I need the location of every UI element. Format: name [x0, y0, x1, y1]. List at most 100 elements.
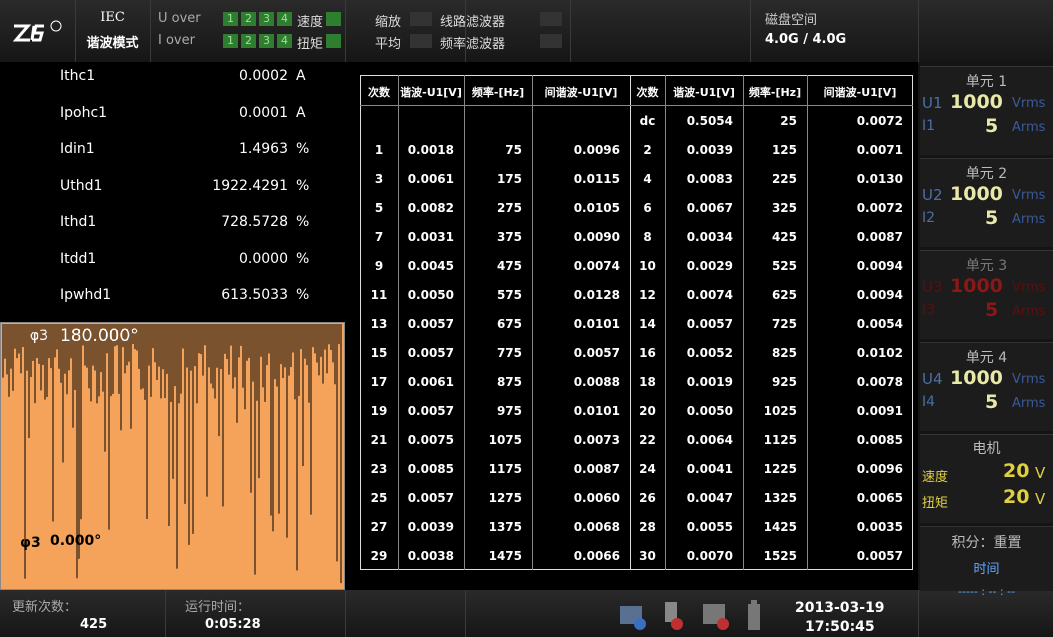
table-cell: 175 — [496, 172, 522, 186]
table-cell: 0.0087 — [856, 230, 903, 244]
table-header: 频率-[Hz] — [471, 86, 525, 99]
measurement-name: Itdd1 — [60, 250, 97, 267]
measurement-value: 728.5728 — [221, 214, 288, 230]
table-cell: 0.0082 — [407, 201, 454, 215]
table-cell: 0.0094 — [856, 259, 903, 273]
table-cell: 0.0041 — [686, 462, 733, 476]
table-cell: 0.0034 — [686, 230, 733, 244]
table-cell: 475 — [496, 259, 522, 273]
table-cell: 21 — [370, 433, 388, 447]
i-label: I2 — [922, 210, 936, 226]
i-label: I1 — [922, 118, 936, 134]
speed-indicator — [326, 12, 341, 26]
table-cell: 0.0061 — [407, 375, 454, 389]
u-unit: Vrms — [1012, 280, 1046, 295]
table-cell: 13 — [370, 317, 388, 331]
table-cell: 0.0073 — [573, 433, 620, 447]
table-cell: 0.0057 — [407, 346, 454, 360]
table-cell: 0.0078 — [856, 375, 903, 389]
table-cell: 22 — [639, 433, 656, 447]
table-cell: 0.0045 — [407, 259, 454, 273]
table-cell: 5 — [374, 201, 384, 215]
unit-title: 单元 4 — [965, 350, 1008, 366]
table-cell: 1525 — [763, 549, 797, 563]
table-cell: 25 — [370, 491, 388, 505]
table-cell: 0.0115 — [573, 172, 620, 186]
measurement-unit: % — [296, 177, 310, 194]
table-cell: 0.0019 — [686, 375, 733, 389]
logo — [12, 20, 62, 42]
table-cell: 0.0071 — [856, 143, 903, 157]
table-cell: 0.0031 — [407, 230, 454, 244]
u-unit: Vrms — [1012, 188, 1046, 203]
table-cell: 6 — [643, 201, 652, 215]
table-cell: 0.0096 — [573, 143, 620, 157]
table-cell: 25 — [780, 114, 797, 128]
u-unit: Vrms — [1012, 372, 1046, 387]
measurement-value: 613.5033 — [221, 287, 288, 303]
phase-value: 0.000° — [50, 533, 102, 549]
table-cell: dc — [639, 114, 656, 128]
table-cell: 24 — [639, 462, 656, 476]
separator — [465, 0, 466, 62]
speed-unit: V — [1035, 464, 1046, 482]
table-cell: 0.0018 — [407, 143, 454, 157]
table-cell: 0.0085 — [407, 462, 454, 476]
table-cell: 875 — [496, 375, 522, 389]
i-value: 5 — [985, 299, 999, 321]
table-cell: 1475 — [488, 549, 522, 563]
u-over-indicator: 3 — [259, 12, 274, 26]
measurement-unit: % — [296, 214, 310, 230]
table-cell: 0.0039 — [407, 520, 454, 534]
table-header: 谐波-U1[V] — [400, 86, 462, 99]
separator — [345, 0, 346, 62]
measurement-value: 0.0000 — [239, 250, 288, 267]
zoom-indicator — [410, 12, 432, 26]
table-cell: 0.0060 — [573, 491, 620, 505]
disk-label: 磁盘空间 — [765, 13, 818, 28]
table-cell: 0.0101 — [573, 317, 620, 331]
table-cell: 0.0072 — [856, 114, 903, 128]
separator — [570, 0, 571, 62]
i-unit: Arms — [1012, 304, 1046, 319]
table-cell: 0.0075 — [407, 433, 454, 447]
update-value: 425 — [80, 617, 108, 632]
phase-value: 180.000° — [60, 326, 139, 346]
freq-filter-indicator — [540, 34, 562, 48]
table-cell: 7 — [374, 230, 384, 244]
u-unit: Vrms — [1012, 96, 1046, 111]
table-header: 次数 — [368, 86, 390, 99]
table-cell: 20 — [639, 404, 656, 418]
update-label: 更新次数： — [12, 600, 78, 615]
table-cell: 275 — [496, 201, 522, 215]
table-cell: 0.0029 — [686, 259, 733, 273]
i-label: I3 — [922, 302, 936, 318]
u-label: U1 — [922, 94, 943, 112]
integration-title: 积分：重置 — [951, 535, 1022, 551]
table-cell: 28 — [639, 520, 656, 534]
table-cell: 0.0088 — [573, 375, 620, 389]
u-label: U4 — [922, 370, 943, 388]
table-divider — [398, 75, 399, 570]
table-cell: 12 — [639, 288, 656, 302]
line-filter-indicator — [540, 12, 562, 26]
i-value: 5 — [985, 207, 999, 229]
torque-label: 扭矩 — [922, 496, 949, 511]
measurement-value: 0.0002 — [239, 68, 288, 84]
table-cell: 225 — [771, 172, 797, 186]
table-cell: 825 — [771, 346, 797, 360]
harmonic-table-frame — [360, 75, 913, 570]
i-label: I4 — [922, 394, 936, 410]
table-cell: 0.0074 — [686, 288, 733, 302]
torque-indicator — [326, 34, 341, 48]
table-divider — [464, 75, 465, 570]
mode-label: IEC — [100, 10, 125, 25]
table-cell: 675 — [496, 317, 522, 331]
measurement-name: Uthd1 — [60, 177, 103, 194]
table-cell: 23 — [370, 462, 388, 476]
table-cell: 11 — [370, 288, 388, 302]
measurement-value: 1.4963 — [239, 141, 288, 157]
table-cell: 0.0105 — [573, 201, 620, 215]
average-label: 平均 — [375, 37, 402, 52]
